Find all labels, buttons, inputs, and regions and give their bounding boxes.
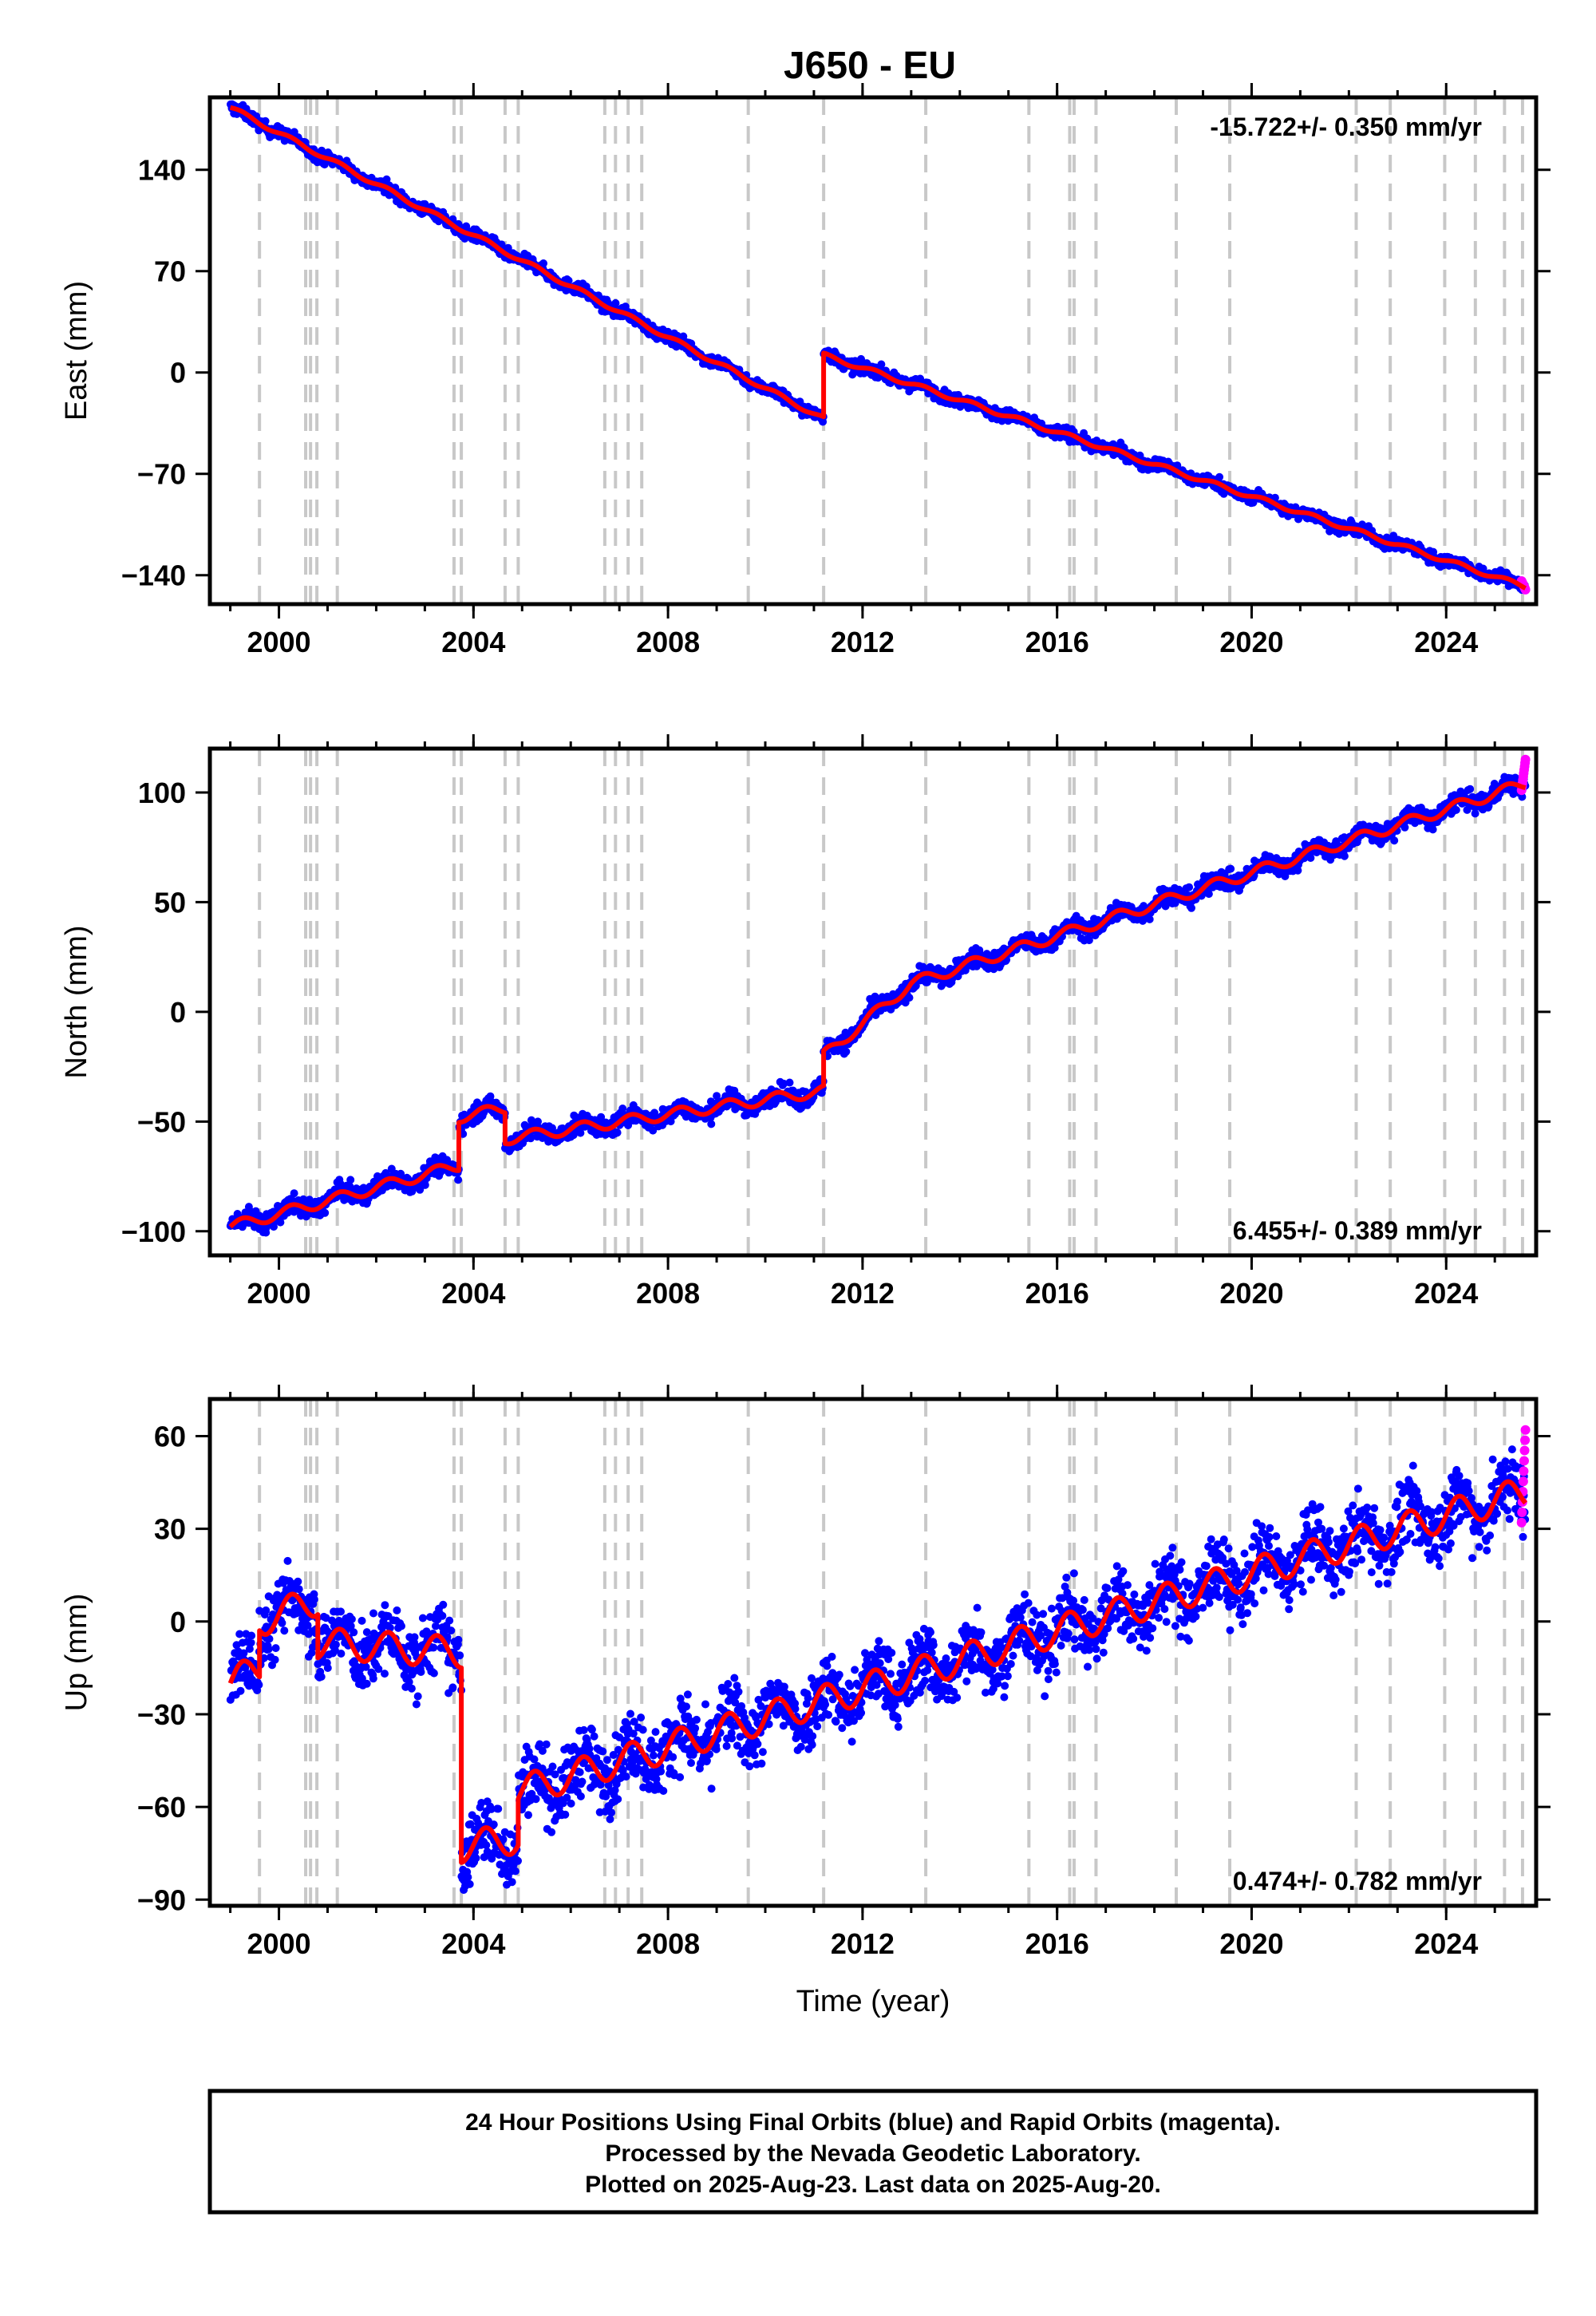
y-tick-label: 0 <box>170 357 186 389</box>
x-tick-label: 2016 <box>1025 626 1089 658</box>
model-curve <box>228 781 1527 1229</box>
y-tick-label: −140 <box>121 559 186 592</box>
y-tick-label: 100 <box>138 777 186 809</box>
y-tick-label: 30 <box>154 1513 186 1546</box>
x-tick-label: 2000 <box>247 1927 310 1960</box>
final-orbit-points <box>226 1445 1530 1895</box>
x-tick-label: 2012 <box>831 626 895 658</box>
y-tick-label: −90 <box>137 1883 186 1916</box>
panel-1: 2000 2004 2008 2012 2016 2020 2024 100 50 0 −50 −10… <box>60 734 1551 1310</box>
y-tick-label: −30 <box>137 1698 186 1731</box>
chart-title: J650 - EU <box>784 45 956 87</box>
caption-box: 24 Hour Positions Using Final Orbits (bl… <box>207 2089 1539 2215</box>
x-axis: 2000 2004 2008 2012 2016 2020 2024 <box>229 1385 1496 1960</box>
y-axis: 60 30 0 −30 −60 −90 <box>137 1420 1551 1916</box>
panel-0: 2000 2004 2008 2012 2016 2020 2024 140 70 0 −70 −14… <box>60 83 1551 658</box>
y-tick-label: 140 <box>138 154 186 187</box>
x-tick-label: 2024 <box>1414 626 1478 658</box>
y-tick-label: 0 <box>170 1606 186 1638</box>
rate-annotation: 6.455+/- 0.389 mm/yr <box>1233 1216 1482 1245</box>
final-orbit-point-group <box>457 1797 522 1895</box>
x-axis: 2000 2004 2008 2012 2016 2020 2024 <box>229 83 1496 658</box>
rapid-orbit-point <box>1517 1507 1527 1517</box>
x-tick-label: 2020 <box>1219 1927 1283 1960</box>
rapid-orbit-point <box>1519 1445 1530 1456</box>
y-axis-label: North (mm) <box>60 925 93 1078</box>
plot-frame <box>207 95 1539 607</box>
rapid-orbit-point <box>1519 1456 1529 1466</box>
final-orbit-point-group <box>515 1445 1530 1836</box>
x-tick-label: 2024 <box>1414 1277 1478 1310</box>
rapid-orbit-point <box>1519 1466 1529 1476</box>
plot-frame <box>207 1397 1539 1908</box>
x-tick-label: 2012 <box>831 1277 895 1310</box>
caption-line-3: Plotted on 2025-Aug-23. Last data on 202… <box>585 2172 1161 2198</box>
caption-line-2: Processed by the Nevada Geodetic Laborat… <box>605 2140 1140 2167</box>
rapid-orbit-point <box>1520 1435 1531 1445</box>
x-tick-label: 2004 <box>441 1927 505 1960</box>
model-curve <box>229 105 1527 591</box>
x-tick-label: 2016 <box>1025 1927 1089 1960</box>
x-tick-label: 2000 <box>247 1277 310 1310</box>
x-tick-label: 2008 <box>636 1277 700 1310</box>
rapid-orbit-point <box>1520 1425 1531 1435</box>
final-orbit-point-group <box>314 1600 466 1709</box>
x-axis: 2000 2004 2008 2012 2016 2020 2024 <box>229 734 1496 1310</box>
x-tick-label: 2012 <box>831 1927 895 1960</box>
y-axis-label: Up (mm) <box>60 1594 93 1712</box>
y-axis: 140 70 0 −70 −140 <box>121 154 1551 592</box>
panels: 2000 2004 2008 2012 2016 2020 2024 140 70 0 −70 −14… <box>60 83 1551 2018</box>
y-tick-label: −70 <box>137 458 186 491</box>
x-tick-label: 2004 <box>441 1277 505 1310</box>
final-orbit-point-group <box>455 1092 509 1138</box>
x-tick-label: 2020 <box>1219 1277 1283 1310</box>
y-tick-label: 50 <box>154 886 186 919</box>
y-tick-label: −60 <box>137 1791 186 1824</box>
plot-frame <box>207 746 1539 1258</box>
rapid-orbit-point <box>1518 1476 1528 1487</box>
x-tick-label: 2008 <box>636 626 700 658</box>
final-orbit-point-group <box>226 1630 263 1704</box>
final-orbit-points <box>227 100 1530 595</box>
rapid-orbit-points <box>1516 754 1531 796</box>
rate-annotation: 0.474+/- 0.782 mm/yr <box>1233 1867 1482 1895</box>
x-axis-label: Time (year) <box>796 1985 950 2018</box>
rapid-orbit-point <box>1520 754 1531 765</box>
y-tick-label: 70 <box>154 255 186 288</box>
y-tick-label: 0 <box>170 996 186 1029</box>
x-tick-label: 2020 <box>1219 626 1283 658</box>
x-tick-label: 2024 <box>1414 1927 1478 1960</box>
y-axis-label: East (mm) <box>60 281 93 421</box>
y-axis: 100 50 0 −50 −100 <box>121 777 1551 1248</box>
y-tick-label: −50 <box>137 1105 186 1138</box>
x-tick-label: 2000 <box>247 626 310 658</box>
y-tick-label: −100 <box>121 1215 186 1248</box>
rapid-orbit-point <box>1516 1517 1527 1528</box>
x-tick-label: 2004 <box>441 626 505 658</box>
final-orbit-point-group <box>255 1556 322 1670</box>
final-orbit-point-group <box>226 1152 463 1237</box>
final-orbit-point-group <box>907 773 1530 993</box>
caption-line-1: 24 Hour Positions Using Final Orbits (bl… <box>465 2109 1281 2136</box>
rate-annotation: -15.722+/- 0.350 mm/yr <box>1210 113 1482 141</box>
panel-2: 2000 2004 2008 2012 2016 2020 2024 60 30 0 −30 −60 −… <box>60 1385 1551 2018</box>
model-curve <box>227 1479 1527 1865</box>
x-tick-label: 2008 <box>636 1927 700 1960</box>
x-tick-label: 2016 <box>1025 1277 1089 1310</box>
y-tick-label: 60 <box>154 1420 186 1452</box>
